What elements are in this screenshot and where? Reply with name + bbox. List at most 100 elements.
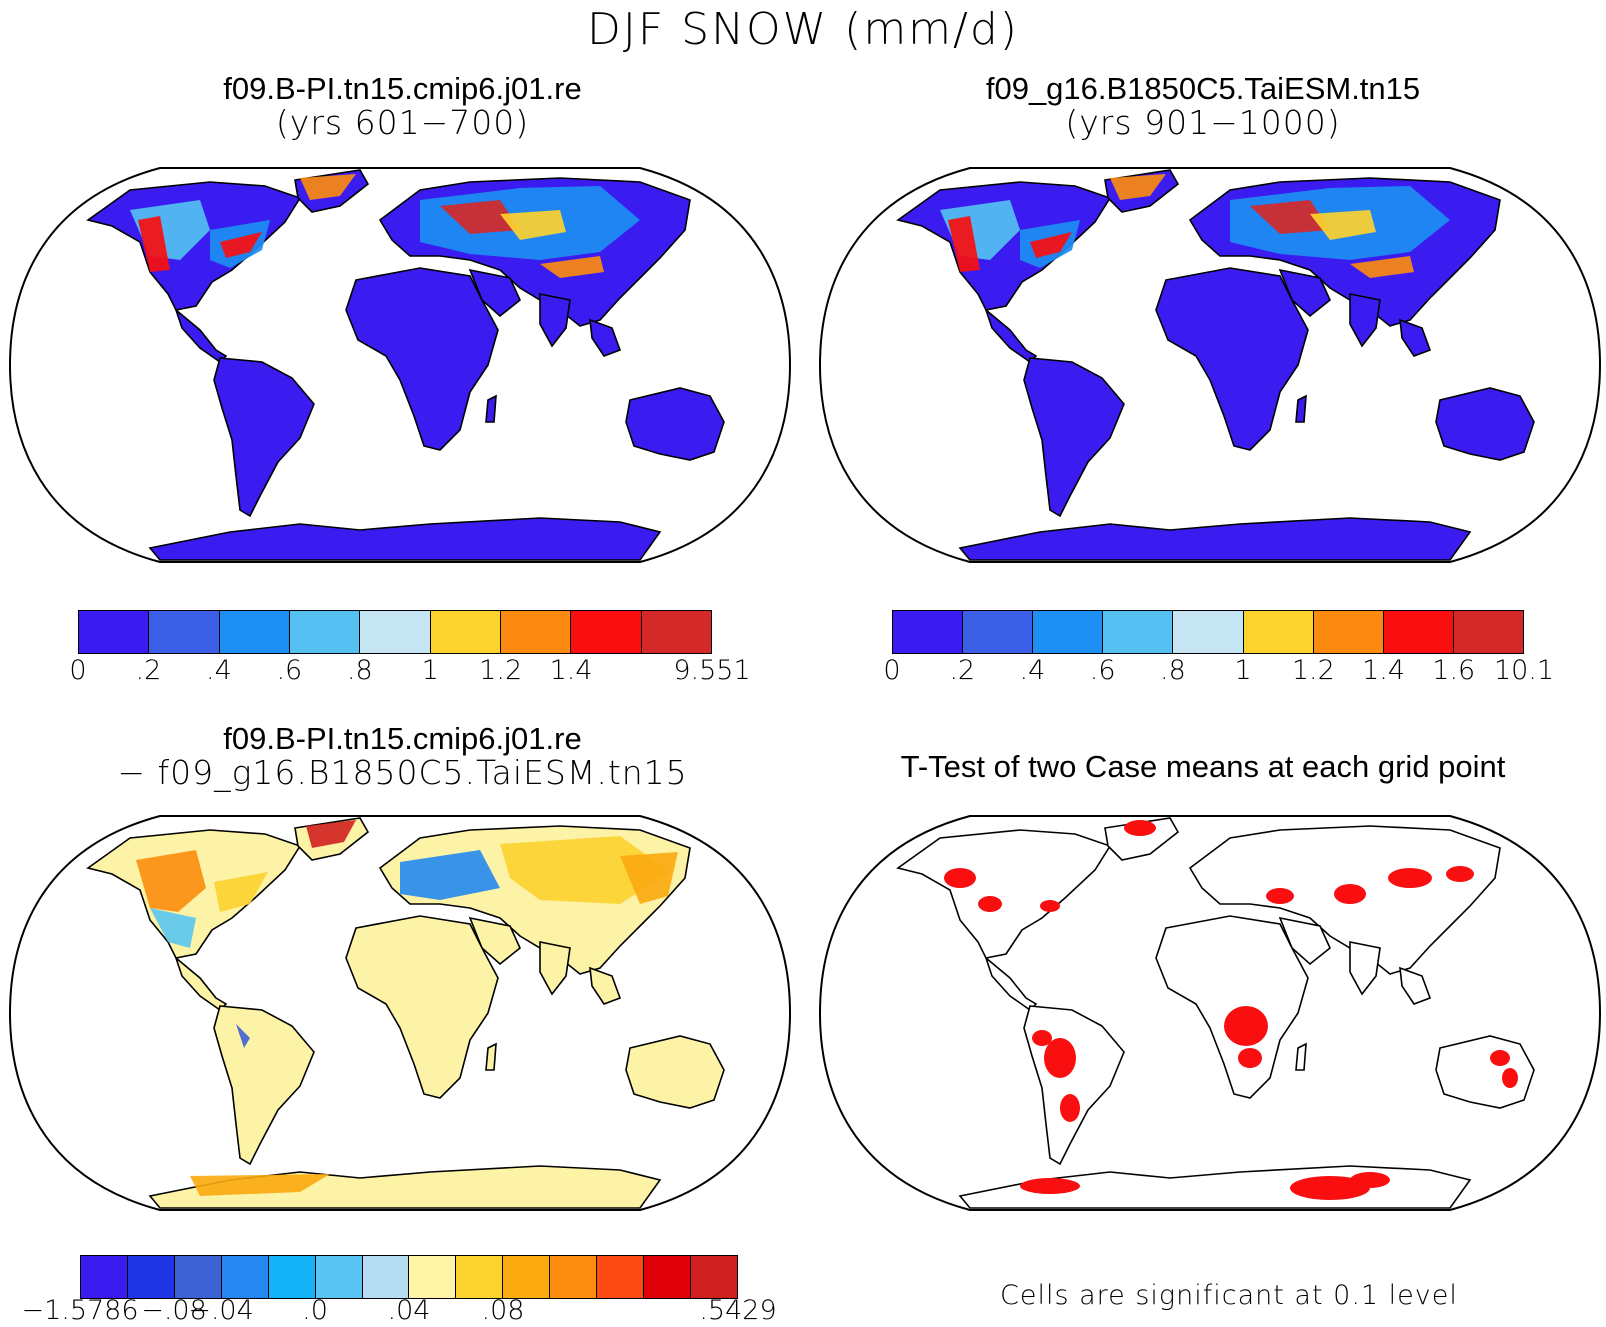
colorbar-case2-labels: 0 .2 .4 .6 .8 1 1.2 1.4 1.6 10.1 <box>883 655 1554 687</box>
snow-band <box>1110 174 1166 200</box>
africa-landmass <box>1155 267 1309 451</box>
se-asia-landmass <box>1399 318 1432 357</box>
colorbar-case1-tick-label: .6 <box>276 655 303 686</box>
significant-cell <box>1124 820 1156 836</box>
panel-title-case2-years: (yrs 901−1000) <box>1065 103 1341 142</box>
colorbar-case2-swatch-7 <box>1383 611 1454 653</box>
colorbar-case1-swatch-4 <box>360 611 431 653</box>
colorbar-case1-tick-label: .2 <box>135 655 162 686</box>
colorbar-difference-tick-label: .04 <box>387 1295 431 1326</box>
panel-title-ttest: T-Test of two Case means at each grid po… <box>800 750 1606 784</box>
africa-landmass <box>345 915 499 1099</box>
colorbar-difference-swatch-7 <box>409 1256 457 1298</box>
australia-landmass <box>1435 1035 1535 1109</box>
snow-band <box>300 174 356 200</box>
colorbar-case2-tick-label: .6 <box>1089 655 1116 686</box>
colorbar-case1-tick-label: .8 <box>346 655 373 686</box>
significant-cell <box>1266 888 1294 904</box>
significant-cell <box>1224 1006 1268 1046</box>
panel-title-difference-case2: − f09_g16.B1850C5.TaiESM.tn15 <box>117 753 688 792</box>
difference-band <box>150 908 196 948</box>
madagascar-landmass <box>485 394 497 423</box>
antarctica-landmass <box>148 517 662 561</box>
colorbar-case1-swatch-3 <box>289 611 361 653</box>
map-frame <box>8 167 792 563</box>
significant-cell <box>1446 866 1474 882</box>
colorbar-case2-tick-label: 1 <box>1234 655 1252 686</box>
significant-cell <box>1238 1048 1262 1068</box>
colorbar-case2-tick-label: 0 <box>883 655 901 686</box>
snow-band <box>138 216 170 272</box>
south-america-landmass <box>1023 357 1125 518</box>
australia-landmass <box>625 387 725 461</box>
colorbar-case2-tick-label: 1.6 <box>1432 655 1476 686</box>
colorbar-case1-labels: 0 .2 .4 .6 .8 1 1.2 1.4 9.551 <box>69 655 750 687</box>
south-america-landmass <box>213 1005 315 1166</box>
snow-band <box>440 200 520 234</box>
colorbar-case1 <box>78 610 712 654</box>
madagascar-landmass <box>1295 394 1307 423</box>
significant-cell <box>1290 1176 1370 1200</box>
panel-title-case1-years: (yrs 601−700) <box>275 103 530 142</box>
se-asia-landmass <box>589 966 622 1005</box>
colorbar-case1-tick-label: 1 <box>421 655 439 686</box>
central-america-landmass <box>984 307 1038 364</box>
significant-cell <box>1020 1178 1080 1194</box>
south-america-landmass <box>213 357 315 518</box>
snow-band <box>1250 200 1330 234</box>
colorbar-difference-tick-label: .5429 <box>699 1295 777 1326</box>
colorbar-case1-swatch-1 <box>149 611 220 653</box>
difference-band <box>500 836 670 904</box>
india-landmass <box>1349 941 1381 996</box>
colorbar-difference-tick-label: −.04 <box>188 1295 254 1326</box>
colorbar-case1-tick-label: 9.551 <box>673 655 751 686</box>
colorbar-case2-tick-label: .8 <box>1159 655 1186 686</box>
africa-landmass <box>1155 915 1309 1099</box>
colorbar-case2-swatch-4 <box>1173 611 1244 653</box>
colorbar-case1-tick-label: 1.2 <box>479 655 523 686</box>
significant-cell <box>1490 1050 1510 1066</box>
colorbar-case2-swatch-6 <box>1313 611 1384 653</box>
india-landmass <box>1349 293 1381 348</box>
colorbar-difference-tick-label: .08 <box>481 1295 525 1326</box>
map-case2 <box>818 167 1602 563</box>
south-america-landmass <box>1023 1005 1125 1166</box>
panel-title-difference: f09.B-PI.tn15.cmip6.j01.re − f09_g16.B18… <box>0 722 805 790</box>
colorbar-case2-tick-label: .2 <box>949 655 976 686</box>
significant-cell <box>1502 1068 1518 1088</box>
africa-landmass <box>345 267 499 451</box>
colorbar-difference-swatch-0 <box>81 1256 128 1298</box>
significant-cell <box>1032 1030 1052 1046</box>
snow-band <box>1030 232 1072 258</box>
madagascar-landmass <box>1295 1042 1307 1071</box>
colorbar-case2 <box>892 610 1524 654</box>
colorbar-difference-swatch-8 <box>456 1256 504 1298</box>
colorbar-case1-swatch-6 <box>500 611 572 653</box>
colorbar-case1-swatch-7 <box>571 611 642 653</box>
colorbar-difference-swatch-3 <box>221 1256 269 1298</box>
map-case2-land <box>896 169 1535 561</box>
colorbar-case1-swatch-8 <box>641 611 711 653</box>
difference-band <box>236 1024 250 1048</box>
map-ttest-land <box>896 817 1535 1209</box>
colorbar-difference-swatch-4 <box>268 1256 316 1298</box>
significant-cell <box>1334 884 1366 904</box>
colorbar-case1-swatch-0 <box>79 611 150 653</box>
india-landmass <box>539 941 571 996</box>
colorbar-difference-swatch-11 <box>597 1256 645 1298</box>
panel-title-case2: f09_g16.B1850C5.TaiESM.tn15 (yrs 901−100… <box>800 72 1606 140</box>
colorbar-case1-swatch-5 <box>430 611 501 653</box>
india-landmass <box>539 293 571 348</box>
colorbar-case2-swatch-1 <box>963 611 1034 653</box>
map-case1 <box>8 167 792 563</box>
colorbar-case2-tick-label: 1.4 <box>1362 655 1406 686</box>
colorbar-case2-swatch-8 <box>1453 611 1523 653</box>
colorbar-case2-swatch-3 <box>1103 611 1174 653</box>
difference-band <box>400 850 500 900</box>
colorbar-case2-swatch-5 <box>1243 611 1314 653</box>
se-asia-landmass <box>589 318 622 357</box>
snow-band <box>540 256 604 278</box>
central-america-landmass <box>174 955 228 1012</box>
significant-cell <box>944 868 976 888</box>
colorbar-case2-swatch-0 <box>893 611 964 653</box>
